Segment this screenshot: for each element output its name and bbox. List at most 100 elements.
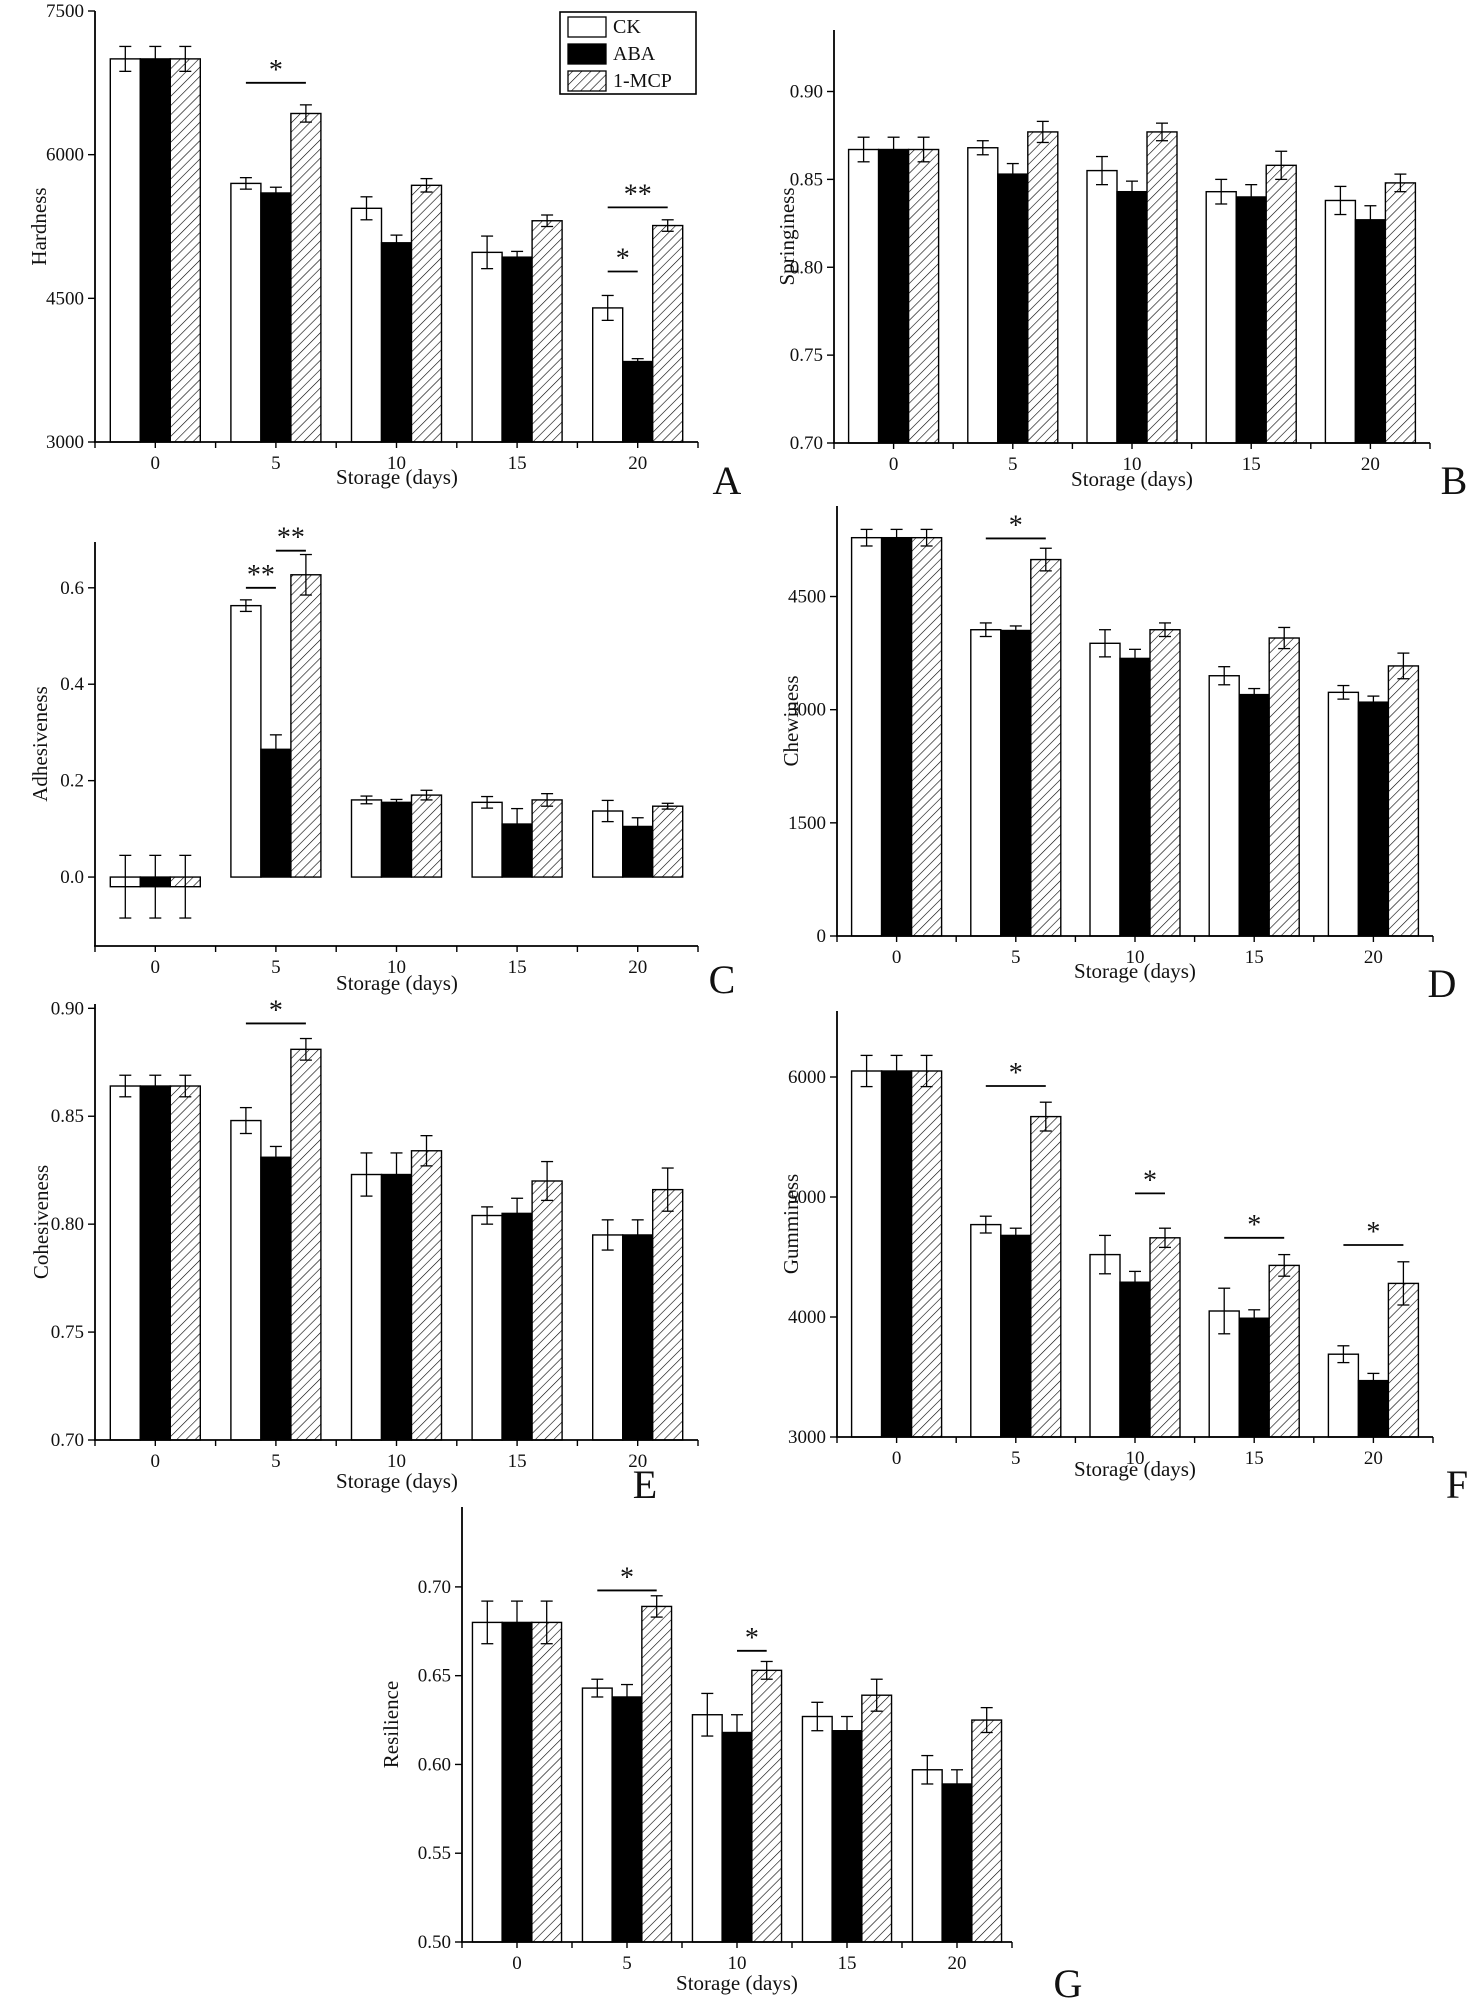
- bar-ck-day10: [350, 799, 383, 878]
- bar-1-mcp-day15: [531, 220, 563, 443]
- error-bar: [1009, 1227, 1022, 1244]
- x-tick-label: 0: [892, 1448, 902, 1469]
- chart-resilience: 0.50 0.55 0.60 0.65 0.70 0 5 10 15 20 * * Resilience…: [379, 1507, 1082, 2000]
- bar-ck-day20: [1327, 1353, 1360, 1438]
- bar-aba-day5: [997, 173, 1029, 444]
- legend: CK ABA 1-MCP: [559, 11, 697, 95]
- y-tick-label: 0.90: [790, 82, 823, 103]
- bar-aba-day5: [260, 192, 292, 443]
- error-bar: [811, 1701, 824, 1732]
- error-bar: [239, 599, 252, 613]
- error-bar: [1367, 695, 1380, 709]
- error-bar: [890, 528, 903, 547]
- bar-aba-day15: [501, 256, 533, 443]
- y-tick-label: 0.85: [51, 1106, 84, 1127]
- error-bar: [860, 1054, 873, 1088]
- error-bar: [1337, 1345, 1350, 1364]
- bar-1-mcp-day5: [290, 112, 322, 443]
- legend-swatch-aba: [567, 43, 607, 65]
- error-bar: [1245, 184, 1258, 210]
- bar-1-mcp-day0: [169, 58, 202, 443]
- bar-aba-day0: [139, 1085, 172, 1441]
- bar-1-mcp-day5: [290, 574, 322, 878]
- y-tick-label: 3000: [788, 1427, 826, 1448]
- bar-1-mcp-day15: [1265, 164, 1297, 444]
- y-axis-title: Resilience: [379, 1681, 403, 1768]
- y-tick-label: 7500: [46, 1, 84, 22]
- bar-1-mcp-day5: [290, 1048, 322, 1441]
- error-bar: [541, 793, 554, 807]
- error-bar: [979, 1215, 992, 1234]
- bar-ck-day0: [847, 148, 880, 444]
- error-bar: [1159, 1227, 1171, 1249]
- x-tick-label: 0: [892, 947, 902, 968]
- x-tick-label: 5: [1008, 454, 1018, 475]
- significance-label: *: [1009, 510, 1023, 541]
- x-tick-label: 10: [1126, 947, 1145, 968]
- error-bar: [1397, 1261, 1410, 1306]
- bar-aba-day15: [1238, 1317, 1270, 1438]
- legend-label-ck: CK: [613, 16, 641, 38]
- error-bar: [420, 789, 433, 801]
- error-bar: [1009, 625, 1022, 636]
- chart-chewiness: 0 1500 3000 4500 0 5 10 15 20 * Chewiness Storage (…: [779, 506, 1456, 1000]
- error-bar: [1248, 687, 1261, 702]
- error-bar: [921, 1754, 934, 1785]
- y-tick-label: 0.70: [790, 433, 823, 454]
- x-tick-label: 10: [387, 957, 406, 978]
- error-bar: [951, 1769, 963, 1799]
- y-tick-label: 4500: [788, 587, 826, 608]
- bar-ck-day5: [970, 1223, 1002, 1438]
- significance-label: **: [247, 560, 275, 591]
- bar-aba-day0: [877, 148, 910, 444]
- error-bar: [390, 798, 403, 806]
- y-tick-label: 0.70: [418, 1577, 451, 1598]
- bar-aba-day10: [380, 242, 413, 443]
- bar-ck-day0: [109, 1085, 142, 1441]
- error-bar: [1397, 652, 1410, 680]
- error-bar: [860, 528, 873, 547]
- x-tick-label: 20: [1364, 947, 1383, 968]
- error-bar: [890, 1054, 903, 1088]
- legend-label-1-mcp: 1-MCP: [613, 70, 672, 92]
- x-tick-label: 5: [271, 957, 281, 978]
- error-bar: [857, 136, 870, 163]
- bar-1-mcp-day5: [641, 1605, 673, 1943]
- bar-ck-day0: [850, 536, 883, 937]
- y-tick-label: 3000: [46, 432, 84, 453]
- x-tick-label: 10: [387, 453, 406, 474]
- error-bar: [1248, 1309, 1261, 1328]
- chart-adhesiveness: 0.0 0.2 0.4 0.6 0 5 10 15 20 **** Adhesiveness Stor…: [28, 523, 735, 1000]
- bar-ck-day0: [109, 58, 142, 443]
- y-tick-label: 0.90: [51, 1000, 84, 1019]
- y-tick-label: 6000: [46, 145, 84, 166]
- bar-ck-day20: [911, 1769, 943, 1943]
- error-bar: [511, 250, 524, 264]
- error-bar: [920, 528, 933, 547]
- error-bar: [360, 1152, 373, 1197]
- y-axis-title: Cohesiveness: [29, 1165, 53, 1279]
- panel-letter: E: [633, 1462, 657, 1500]
- error-bar: [621, 1683, 633, 1711]
- x-tick-label: 0: [151, 453, 161, 474]
- error-bar: [541, 1160, 554, 1202]
- x-tick-label: 10: [387, 1451, 406, 1472]
- bar-ck-day5: [581, 1687, 613, 1943]
- bar-1-mcp-day15: [531, 1180, 563, 1441]
- bar-aba-day10: [380, 801, 413, 878]
- bar-1-mcp-day15: [1268, 1264, 1300, 1438]
- significance-label: *: [1143, 1165, 1157, 1196]
- bar-aba-day10: [721, 1731, 753, 1943]
- bar-aba-day15: [1238, 693, 1270, 937]
- error-bar: [601, 799, 614, 823]
- bar-aba-day20: [622, 360, 654, 443]
- bar-aba-day20: [622, 1234, 654, 1441]
- bar-1-mcp-day10: [410, 1150, 443, 1441]
- x-tick-label: 10: [1123, 454, 1142, 475]
- error-bar: [760, 1660, 773, 1680]
- error-bar: [481, 1206, 494, 1225]
- bar-1-mcp-day15: [861, 1694, 893, 1943]
- bar-ck-day15: [471, 1214, 503, 1441]
- x-tick-label: 20: [1364, 1448, 1383, 1469]
